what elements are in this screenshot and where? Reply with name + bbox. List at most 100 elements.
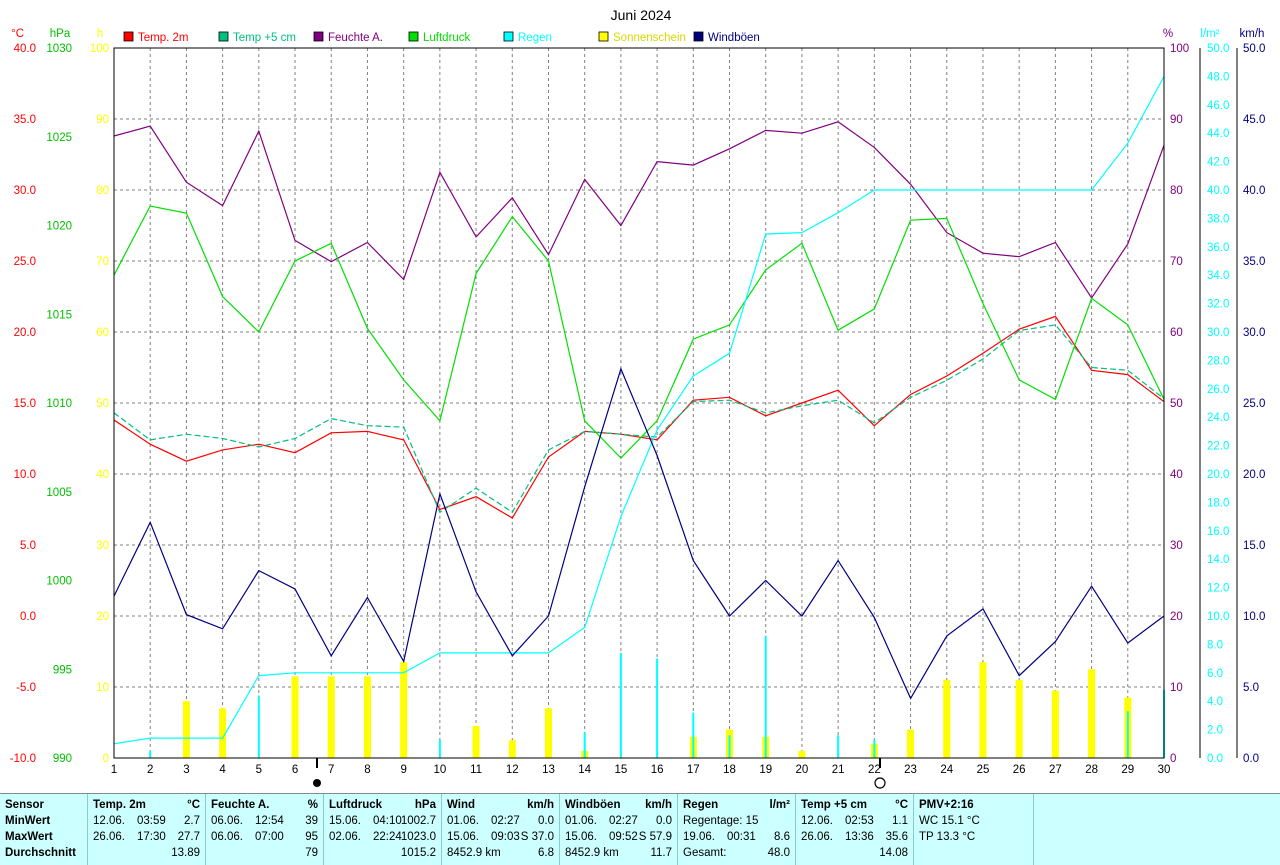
stats-value: 48.0 bbox=[767, 847, 790, 859]
stats-block-regen: Regen l/m² Regentage: 15 19.06. 00:31 8.6 Gesa… bbox=[678, 794, 796, 865]
pressure-tick-label: 1030 bbox=[46, 43, 72, 55]
stats-block-title: Temp. 2m bbox=[93, 799, 146, 811]
stats-block-title: Luftdruck bbox=[329, 799, 383, 811]
series-line-feuchte-a bbox=[113, 121, 1165, 299]
day-tick-label: 20 bbox=[796, 764, 809, 776]
pressure-tick-label: 995 bbox=[53, 664, 72, 676]
temp-tick-label: -5.0 bbox=[16, 682, 36, 694]
sunshine-bar bbox=[907, 729, 915, 758]
stats-row bbox=[919, 845, 1028, 861]
temp-tick-label: 15.0 bbox=[14, 398, 36, 410]
daily-rain-bar bbox=[438, 739, 441, 758]
stats-time: 09:03 bbox=[491, 831, 520, 843]
stats-row: 12.06. 02:53 1.1 bbox=[801, 813, 908, 829]
stats-date: 15.06. bbox=[447, 831, 479, 843]
chart-title: Juni 2024 bbox=[611, 7, 672, 23]
humidity-unit-label: % bbox=[1163, 28, 1173, 40]
stats-date: 8452.9 km bbox=[565, 847, 619, 859]
stats-value: 0.0 bbox=[656, 815, 672, 827]
stats-value: 0.0 bbox=[538, 815, 554, 827]
stats-row: 26.06. 17:30 27.7 bbox=[93, 829, 200, 845]
stats-row: 15.06. 09:52 S 57.9 bbox=[565, 829, 672, 845]
sunshine-tick-label: 10 bbox=[96, 682, 109, 694]
stats-date: 12.06. bbox=[801, 815, 833, 827]
stats-date: 15.06. bbox=[565, 831, 597, 843]
day-tick-label: 18 bbox=[723, 764, 736, 776]
wind-tick-label: 30.0 bbox=[1243, 327, 1265, 339]
wind-tick-label: 50.0 bbox=[1243, 43, 1265, 55]
daily-rain-bar bbox=[873, 739, 876, 758]
sunshine-tick-label: 90 bbox=[96, 114, 109, 126]
humidity-tick-label: 70 bbox=[1170, 256, 1183, 268]
temp-tick-label: 25.0 bbox=[14, 256, 36, 268]
day-tick-label: 26 bbox=[1013, 764, 1026, 776]
stats-block-pmv-2-16: PMV+2:16 WC 15.1 °C TP 13.3 °C bbox=[914, 794, 1034, 865]
daily-rain-bar bbox=[1126, 711, 1129, 758]
stats-row: 19.06. 00:31 8.6 bbox=[683, 829, 790, 845]
temp-tick-label: -10.0 bbox=[10, 753, 36, 765]
humidity-tick-label: 40 bbox=[1170, 469, 1183, 481]
legend-swatch bbox=[218, 31, 229, 42]
stats-date: 02.06. bbox=[329, 831, 361, 843]
temp-tick-label: 10.0 bbox=[14, 469, 36, 481]
day-tick-label: 6 bbox=[292, 764, 298, 776]
sunshine-bar bbox=[400, 662, 408, 758]
weather-chart: Juni 2024 40.035.030.025.020.015.010.05.… bbox=[10, 7, 1265, 789]
stats-value: 27.7 bbox=[177, 831, 200, 843]
stats-sensor-column: Sensor MinWert MaxWert Durchschnitt bbox=[0, 794, 88, 865]
stats-time: 07:00 bbox=[255, 831, 284, 843]
sunshine-bar bbox=[219, 708, 227, 758]
stats-block-header: Windböen km/h bbox=[565, 797, 672, 813]
rain-tick-label: 32.0 bbox=[1207, 299, 1229, 311]
day-tick-label: 1 bbox=[111, 764, 117, 776]
stats-block-title: Temp +5 cm bbox=[801, 799, 867, 811]
legend-swatch bbox=[503, 31, 514, 42]
pressure-tick-label: 1020 bbox=[46, 221, 72, 233]
wind-tick-label: 20.0 bbox=[1243, 469, 1265, 481]
stats-block-unit: hPa bbox=[414, 799, 436, 811]
day-tick-label: 7 bbox=[328, 764, 334, 776]
sunshine-bar bbox=[327, 676, 335, 758]
stats-row: 26.06. 13:36 35.6 bbox=[801, 829, 908, 845]
rain-tick-label: 22.0 bbox=[1207, 441, 1229, 453]
stats-time: 22:24 bbox=[373, 831, 402, 843]
stats-block-header: Regen l/m² bbox=[683, 797, 790, 813]
wind-tick-label: 40.0 bbox=[1243, 185, 1265, 197]
stats-time: 04:10 bbox=[373, 815, 402, 827]
temp-unit-label: °C bbox=[11, 28, 24, 40]
wind-unit-label: km/h bbox=[1240, 28, 1265, 40]
day-tick-label: 9 bbox=[400, 764, 406, 776]
daily-rain-bar bbox=[837, 735, 840, 758]
temp-tick-label: 20.0 bbox=[14, 327, 36, 339]
pressure-tick-label: 1025 bbox=[46, 132, 72, 144]
sunshine-bar bbox=[1015, 679, 1023, 758]
stats-block-title: Regen bbox=[683, 799, 719, 811]
stats-block-unit: °C bbox=[187, 799, 200, 811]
series-line-windb-en bbox=[113, 367, 1165, 700]
sunshine-bar bbox=[472, 726, 480, 758]
pressure-tick-label: 990 bbox=[53, 753, 72, 765]
humidity-tick-label: 10 bbox=[1170, 682, 1183, 694]
humidity-tick-label: 50 bbox=[1170, 398, 1183, 410]
rain-tick-label: 18.0 bbox=[1207, 497, 1229, 509]
stats-row: Gesamt: 48.0 bbox=[683, 845, 790, 861]
sunshine-bar bbox=[363, 676, 371, 758]
stats-block-header: Feuchte A.% bbox=[211, 797, 318, 813]
stats-value: 39 bbox=[305, 815, 318, 827]
stats-row: 12.06. 03:59 2.7 bbox=[93, 813, 200, 829]
stats-time: 00:31 bbox=[727, 831, 756, 843]
stats-row: WC 15.1 °C bbox=[919, 813, 1028, 829]
rain-tick-label: 46.0 bbox=[1207, 100, 1229, 112]
rain-tick-label: 28.0 bbox=[1207, 355, 1229, 367]
daily-rain-bar bbox=[656, 658, 659, 758]
stats-block-header: Luftdruck hPa bbox=[329, 797, 436, 813]
sunshine-tick-label: 50 bbox=[96, 398, 109, 410]
sunshine-bar bbox=[943, 679, 951, 758]
sunshine-bar bbox=[508, 740, 516, 758]
wind-tick-label: 0.0 bbox=[1243, 753, 1259, 765]
rain-tick-label: 48.0 bbox=[1207, 71, 1229, 83]
sunshine-bar bbox=[979, 662, 987, 758]
stats-date: 26.06. bbox=[93, 831, 125, 843]
rain-tick-label: 24.0 bbox=[1207, 412, 1229, 424]
stats-row: 06.06. 12:54 39 bbox=[211, 813, 318, 829]
